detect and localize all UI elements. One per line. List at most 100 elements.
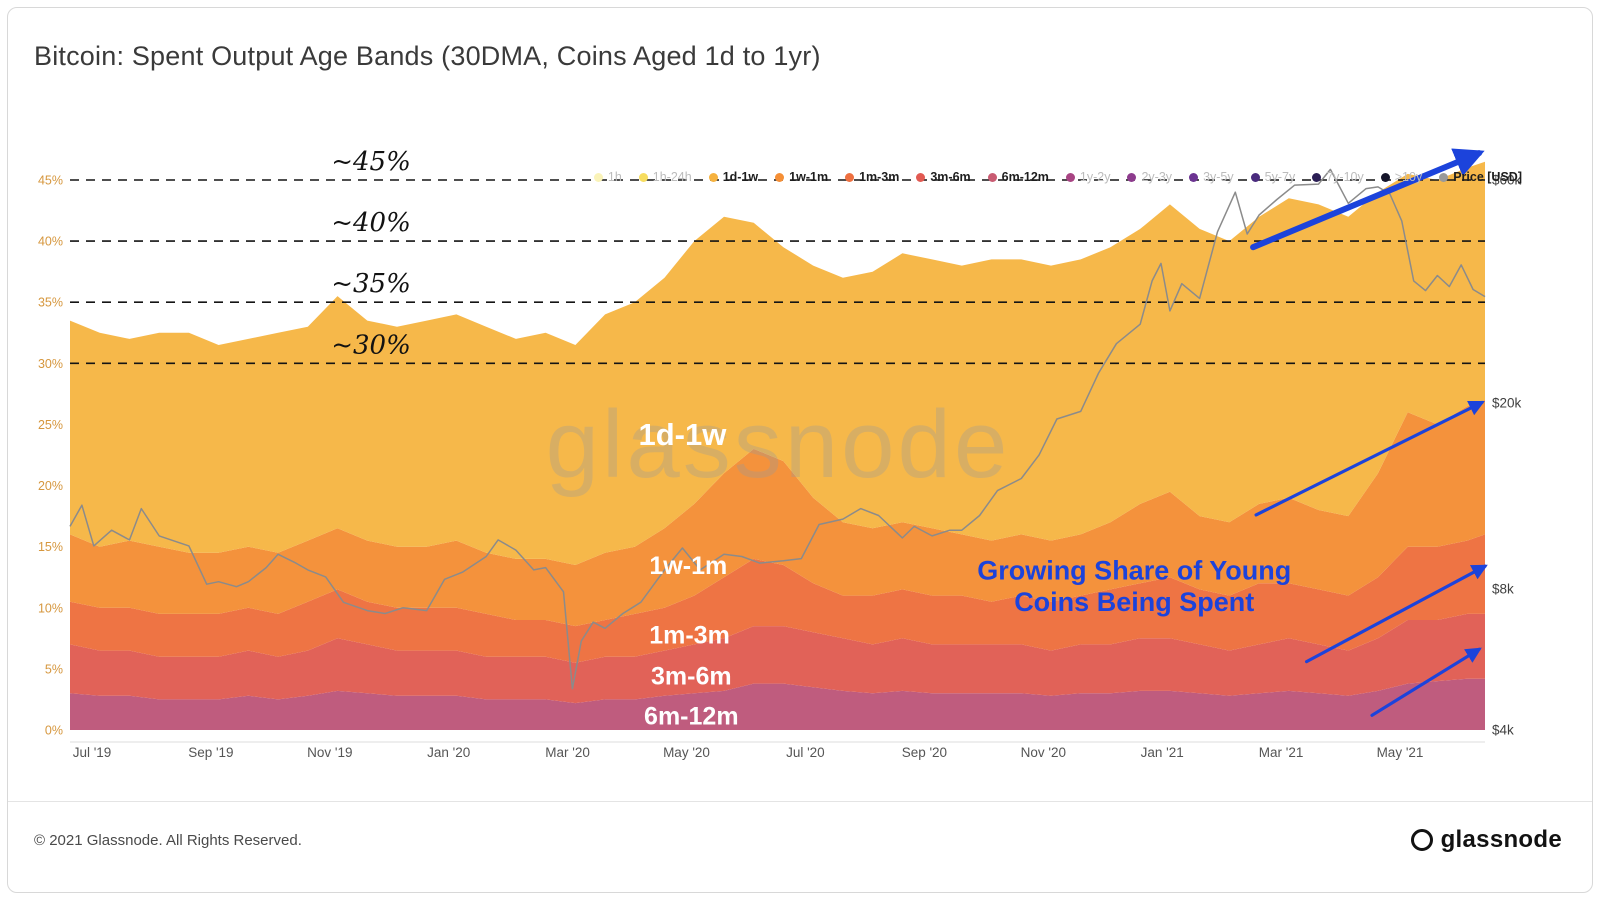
legend-label: 3m-6m xyxy=(930,170,971,184)
dashed-line-label: ~35% xyxy=(331,269,411,299)
annotation-arrow-2 xyxy=(1254,400,1485,517)
legend-item--10y[interactable]: >10y xyxy=(1380,170,1423,184)
legend-item-2y-3y[interactable]: 2y-3y xyxy=(1127,170,1172,184)
x-tick-label: Sep '19 xyxy=(188,745,233,760)
chart-card: Bitcoin: Spent Output Age Bands (30DMA, … xyxy=(7,7,1593,893)
legend-label: 1m-3m xyxy=(859,170,900,184)
band-label-1m-3m: 1m-3m xyxy=(649,622,730,650)
legend-item-1m-3m[interactable]: 1m-3m xyxy=(845,170,899,184)
y-left-tick-label: 15% xyxy=(38,540,63,554)
page-title: Bitcoin: Spent Output Age Bands (30DMA, … xyxy=(34,41,821,71)
y-left-tick-label: 40% xyxy=(38,235,63,249)
band-label-1d-1w: 1d-1w xyxy=(638,417,727,452)
legend-item-1h[interactable]: 1h xyxy=(593,170,622,184)
y-left-tick-label: 5% xyxy=(45,662,63,676)
copyright-text: © 2021 Glassnode. All Rights Reserved. xyxy=(34,831,302,849)
legend-item-price-usd-[interactable]: Price [USD] xyxy=(1439,170,1522,184)
x-tick-label: May '20 xyxy=(663,745,710,760)
y-right-tick-label: $60k xyxy=(1492,173,1522,188)
legend-label: 3y-5y xyxy=(1203,170,1234,184)
legend-dot-icon xyxy=(1065,172,1075,182)
legend-label: 5y-7y xyxy=(1264,170,1296,184)
legend-item-3y-5y[interactable]: 3y-5y xyxy=(1189,170,1234,184)
watermark: glassnode xyxy=(546,391,1011,498)
area-3m-6m xyxy=(70,613,1485,704)
legend: 1h 1h-24h 1d-1w 1w-1m 1m-3m 3m-6m 6m-12m 1y-2y 2… xyxy=(593,170,1522,184)
x-tick-label: May '21 xyxy=(1377,745,1424,760)
annotation-arrow-4 xyxy=(1370,647,1482,717)
x-tick-label: Jul '20 xyxy=(786,745,825,760)
legend-item-1h-24h[interactable]: 1h-24h xyxy=(638,170,692,184)
dashed-line-label: ~40% xyxy=(331,208,411,238)
glassnode-logo: glassnode xyxy=(1410,826,1562,854)
band-label-6m-12m: 6m-12m xyxy=(644,702,739,730)
band-label-1w-1m: 1w-1m xyxy=(649,552,727,580)
legend-dot-icon xyxy=(708,172,718,182)
chart-block: 1h 1h-24h 1d-1w 1w-1m 1m-3m 3m-6m 6m-12m 1y-2y 2… xyxy=(8,130,1592,785)
legend-item-1d-1w[interactable]: 1d-1w xyxy=(708,170,759,184)
legend-dot-icon xyxy=(1380,172,1390,182)
footer: © 2021 Glassnode. All Rights Reserved. g… xyxy=(8,801,1592,880)
legend-label: 7y-10y xyxy=(1326,170,1364,184)
legend-dot-icon xyxy=(845,172,855,182)
y-left-tick-label: 35% xyxy=(38,296,63,310)
legend-item-6m-12m[interactable]: 6m-12m xyxy=(987,170,1049,184)
x-tick-label: Jul '19 xyxy=(73,745,112,760)
title-row: Bitcoin: Spent Output Age Bands (30DMA, … xyxy=(8,8,1592,74)
legend-dot-icon xyxy=(987,172,997,182)
legend-label: 1d-1w xyxy=(722,170,759,184)
y-left-tick-label: 45% xyxy=(38,174,63,188)
y-left-tick-label: 10% xyxy=(38,601,63,615)
legend-label: 6m-12m xyxy=(1001,170,1049,184)
dashed-line-label: ~30% xyxy=(331,330,411,360)
x-tick-label: Nov '19 xyxy=(307,745,352,760)
legend-dot-icon xyxy=(1127,172,1137,182)
area-6m-12m xyxy=(70,678,1485,730)
legend-dot-icon xyxy=(1439,172,1449,182)
legend-dot-icon xyxy=(1189,172,1199,182)
legend-item-5y-7y[interactable]: 5y-7y xyxy=(1250,170,1296,184)
annotation-arrow-1 xyxy=(1250,148,1485,251)
area-1w-1m xyxy=(70,400,1485,627)
glassnode-wordmark: glassnode xyxy=(1440,826,1562,853)
legend-label: Price [USD] xyxy=(1453,170,1522,184)
area-1m-3m xyxy=(70,534,1485,663)
legend-label: 1w-1m xyxy=(789,170,829,184)
band-label-3m-6m: 3m-6m xyxy=(651,663,732,691)
annotation-note: Coins Being Spent xyxy=(1014,587,1254,617)
y-right-tick-label: $8k xyxy=(1492,582,1514,597)
legend-item-3m-6m[interactable]: 3m-6m xyxy=(916,170,971,184)
y-left-tick-label: 20% xyxy=(38,479,63,493)
legend-label: 1h xyxy=(607,170,622,184)
y-left-tick-label: 0% xyxy=(45,724,63,738)
glassnode-circle-icon xyxy=(1410,829,1433,851)
x-tick-label: Jan '20 xyxy=(427,745,470,760)
legend-dot-icon xyxy=(1250,172,1260,182)
x-tick-label: Mar '20 xyxy=(545,745,590,760)
annotation-note: Growing Share of Young xyxy=(977,555,1291,585)
legend-label: 1h-24h xyxy=(652,170,692,184)
annotation-arrow-3 xyxy=(1304,564,1488,664)
dashed-line-label: ~45% xyxy=(331,147,411,177)
legend-label: 1y-2y xyxy=(1079,170,1111,184)
legend-dot-icon xyxy=(775,172,785,182)
x-tick-label: Mar '21 xyxy=(1259,745,1304,760)
legend-dot-icon xyxy=(1312,172,1322,182)
legend-dot-icon xyxy=(593,172,603,182)
legend-item-1w-1m[interactable]: 1w-1m xyxy=(775,170,828,184)
legend-label: 2y-3y xyxy=(1141,170,1173,184)
legend-dot-icon xyxy=(916,172,926,182)
y-left-tick-label: 30% xyxy=(38,357,63,371)
legend-label: >10y xyxy=(1394,170,1423,184)
y-right-tick-label: $4k xyxy=(1492,723,1514,738)
y-right-tick-label: $20k xyxy=(1492,396,1522,411)
x-tick-label: Nov '20 xyxy=(1021,745,1066,760)
legend-dot-icon xyxy=(638,172,648,182)
legend-item-7y-10y[interactable]: 7y-10y xyxy=(1312,170,1364,184)
x-tick-label: Sep '20 xyxy=(902,745,947,760)
legend-item-1y-2y[interactable]: 1y-2y xyxy=(1065,170,1111,184)
chart-svg[interactable]: glassnode ~45% ~40% ~35% ~30% 1d-1w 1w-1m 1m-3m… xyxy=(8,130,1593,785)
price-line xyxy=(69,168,1486,690)
y-left-tick-label: 25% xyxy=(38,418,63,432)
x-tick-label: Jan '21 xyxy=(1141,745,1184,760)
